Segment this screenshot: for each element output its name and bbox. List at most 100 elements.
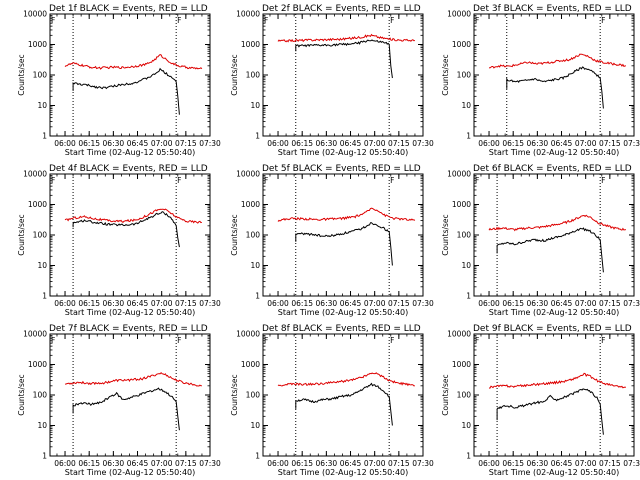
x-axis-label: Start Time (02-Aug-12 05:50:40) [489, 148, 620, 157]
x-tick-label: 06:15 [502, 299, 524, 308]
y-tick-label: 1 [255, 292, 260, 301]
y-axis-label: Counts/sec [230, 214, 239, 255]
x-tick-label: 06:00 [267, 299, 289, 308]
panel-det-4: Det 4f BLACK = Events, RED = LLD 1 10 100 10… [17, 164, 221, 317]
x-tick-label: 06:15 [78, 459, 100, 468]
x-tick-label: 06:15 [291, 139, 313, 148]
x-tick-label: 06:30 [103, 299, 125, 308]
panel-title: Det 8f BLACK = Events, RED = LLD [262, 324, 421, 334]
y-tick-label: 1000 [28, 360, 47, 369]
y-tick-label: 100 [457, 231, 472, 240]
x-axis-label: Start Time (02-Aug-12 05:50:40) [489, 468, 620, 477]
x-tick-label: 06:00 [54, 139, 76, 148]
panel-det-7: Det 7f BLACK = Events, RED = LLD 1 10 100 10… [17, 324, 221, 477]
y-tick-label: 1 [255, 132, 260, 141]
y-tick-label: 10000 [447, 170, 471, 179]
x-tick-label: 06:30 [527, 299, 549, 308]
x-tick-label: 06:45 [551, 139, 573, 148]
x-tick-label: 06:30 [527, 459, 549, 468]
y-tick-label: 1000 [241, 360, 260, 369]
y-tick-label: 1000 [452, 360, 471, 369]
x-axis-label: Start Time (02-Aug-12 05:50:40) [65, 308, 196, 317]
panel-det-9: Det 9f BLACK = Events, RED = LLD 1 10 100 10… [441, 324, 640, 477]
panel-title: Det 2f BLACK = Events, RED = LLD [262, 4, 421, 14]
y-tick-label: 10000 [236, 170, 260, 179]
panel-det-5: Det 5f BLACK = Events, RED = LLD 1 10 100 10… [230, 164, 434, 317]
panel-title: Det 9f BLACK = Events, RED = LLD [473, 324, 632, 334]
x-tick-label: 06:45 [340, 299, 362, 308]
x-tick-label: 07:30 [412, 459, 434, 468]
panel-det-1: Det 1f BLACK = Events, RED = LLD 1 10 100 10… [17, 4, 221, 157]
lld-series-line [488, 214, 626, 232]
y-tick-label: 10 [37, 101, 47, 110]
y-tick-label: 100 [33, 71, 48, 80]
x-tick-label: 07:30 [623, 139, 640, 148]
corner-marker: F [264, 176, 268, 185]
corner-marker: F [177, 176, 181, 185]
corner-marker: F [264, 336, 268, 345]
y-tick-label: 10000 [23, 170, 47, 179]
panel-title: Det 5f BLACK = Events, RED = LLD [262, 164, 421, 174]
x-tick-label: 06:15 [502, 459, 524, 468]
x-tick-label: 07:15 [388, 299, 410, 308]
events-series-line [72, 387, 180, 431]
events-series-line [295, 222, 393, 266]
x-tick-label: 06:15 [291, 299, 313, 308]
events-series-line [295, 39, 393, 79]
y-tick-label: 1 [466, 292, 471, 301]
corner-marker: F [51, 336, 55, 345]
panel-det-2: Det 2f BLACK = Events, RED = LLD 1 10 100 10… [230, 4, 434, 157]
y-axis-label: Counts/sec [441, 374, 450, 415]
x-tick-label: 07:15 [388, 459, 410, 468]
panel-det-6: Det 6f BLACK = Events, RED = LLD 1 10 100 10… [441, 164, 640, 317]
panel-title: Det 4f BLACK = Events, RED = LLD [49, 164, 208, 174]
x-tick-label: 07:00 [151, 459, 173, 468]
lld-series-line [64, 54, 203, 70]
x-tick-label: 06:30 [316, 459, 338, 468]
x-tick-label: 06:30 [103, 139, 125, 148]
corner-marker: F [475, 176, 479, 185]
corner-marker: F [601, 336, 605, 345]
y-tick-label: 1000 [241, 40, 260, 49]
x-tick-label: 07:00 [364, 299, 386, 308]
y-axis-label: Counts/sec [17, 54, 26, 95]
y-tick-label: 100 [457, 71, 472, 80]
x-tick-label: 07:00 [575, 299, 597, 308]
y-tick-label: 1 [466, 452, 471, 461]
y-tick-label: 1000 [452, 200, 471, 209]
y-tick-label: 1000 [452, 40, 471, 49]
y-tick-label: 100 [457, 391, 472, 400]
x-tick-label: 06:00 [54, 299, 76, 308]
y-tick-label: 10000 [447, 330, 471, 339]
corner-marker: F [475, 336, 479, 345]
y-tick-label: 100 [33, 231, 48, 240]
y-axis-label: Counts/sec [17, 374, 26, 415]
y-tick-label: 100 [246, 231, 261, 240]
y-tick-label: 100 [33, 391, 48, 400]
events-series-line [496, 227, 604, 273]
x-tick-label: 07:00 [364, 139, 386, 148]
y-tick-label: 1 [255, 452, 260, 461]
y-axis-label: Counts/sec [17, 214, 26, 255]
y-tick-label: 100 [246, 71, 261, 80]
y-tick-label: 10 [461, 421, 471, 430]
x-tick-label: 07:15 [388, 139, 410, 148]
lld-series-line [277, 33, 415, 43]
x-tick-label: 06:00 [478, 299, 500, 308]
events-series-line [72, 211, 180, 248]
x-tick-label: 07:30 [412, 139, 434, 148]
x-tick-label: 06:00 [478, 459, 500, 468]
y-tick-label: 10 [37, 261, 47, 270]
y-tick-label: 1 [42, 452, 47, 461]
x-tick-label: 06:00 [478, 139, 500, 148]
y-axis-label: Counts/sec [441, 214, 450, 255]
corner-marker: F [177, 336, 181, 345]
y-tick-label: 10000 [236, 10, 260, 19]
x-tick-label: 07:00 [151, 139, 173, 148]
x-tick-label: 07:30 [199, 459, 221, 468]
x-tick-label: 06:15 [502, 139, 524, 148]
lld-series-line [277, 207, 416, 222]
x-tick-label: 07:00 [151, 299, 173, 308]
x-tick-label: 07:15 [175, 299, 197, 308]
x-tick-label: 06:45 [127, 139, 149, 148]
